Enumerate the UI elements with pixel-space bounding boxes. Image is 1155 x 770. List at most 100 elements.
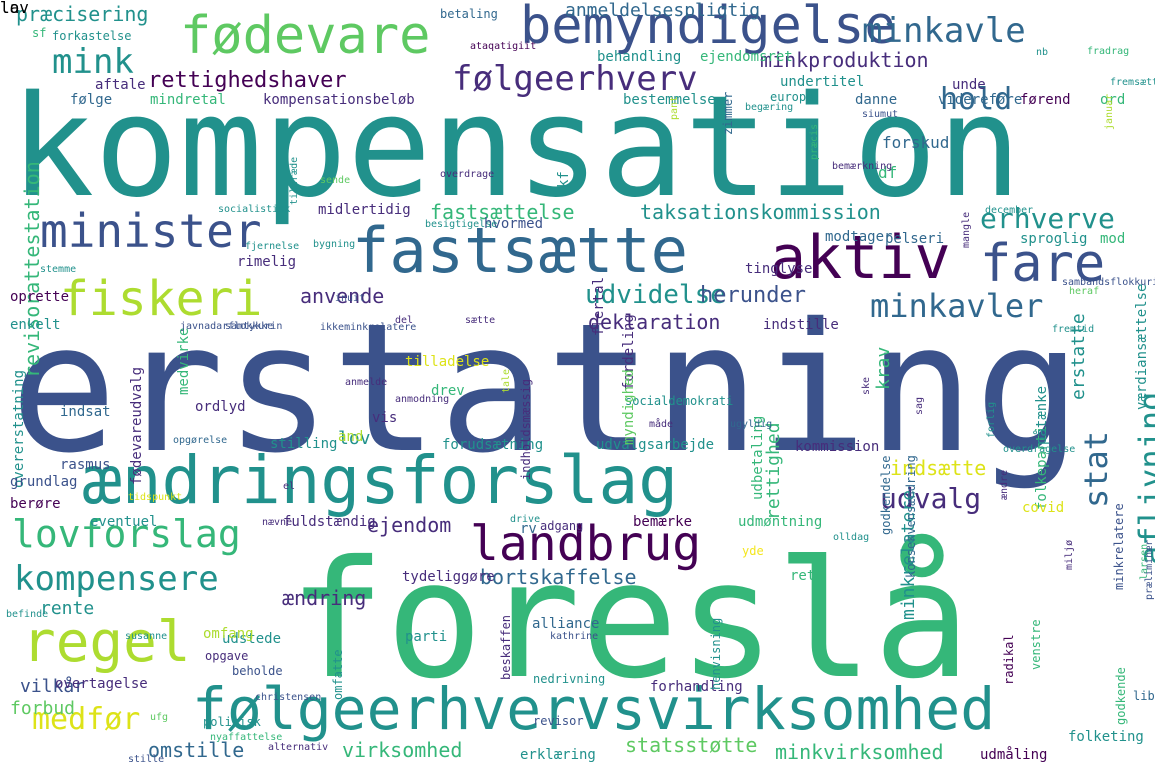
word: heraf	[1069, 286, 1100, 297]
word: følge	[70, 92, 113, 108]
word: rimelig	[237, 254, 297, 270]
word: pelseri	[885, 231, 945, 247]
word: sag	[914, 396, 925, 415]
word: flertal	[591, 276, 607, 336]
word: anmeldelsespligtig	[565, 0, 761, 21]
word: hold	[940, 82, 1013, 117]
word: ataqatigiit	[470, 41, 537, 52]
word: sende	[320, 175, 351, 186]
word: samtykke	[225, 321, 274, 332]
word: radikal	[1002, 634, 1016, 685]
word: unde	[952, 77, 986, 93]
word: fare	[980, 234, 1106, 294]
word: fradrag	[1087, 46, 1130, 57]
word: sf	[32, 26, 47, 40]
word: erstatning	[10, 285, 1082, 492]
word: tydeliggøre	[402, 569, 495, 585]
word: mink	[52, 42, 134, 82]
word: sproglig	[1020, 231, 1088, 247]
word: værdiansættelse	[1134, 283, 1150, 410]
word: udmåling	[980, 747, 1048, 763]
word: oprette	[10, 289, 70, 305]
word: kathrine	[550, 631, 599, 642]
word: omfang	[203, 626, 254, 642]
word: begæring	[745, 102, 794, 113]
word: sambandsflokkurin	[1062, 277, 1155, 288]
word: foreslå	[288, 527, 971, 715]
word: bestemmelse	[623, 92, 716, 108]
word: myndighed	[621, 369, 637, 445]
word: udvalg	[880, 482, 982, 515]
word: deklaration	[588, 310, 721, 334]
word: besigtigelse	[425, 219, 498, 230]
word: tale	[501, 368, 512, 393]
word: pant	[669, 95, 680, 120]
word: forskud	[882, 133, 950, 152]
word: krav	[873, 346, 894, 390]
word: nb	[1036, 47, 1049, 58]
word: minkvirksomhed	[775, 740, 944, 764]
word: fødevare	[180, 6, 431, 66]
word: rasmus	[60, 457, 111, 473]
word: stilling	[270, 436, 338, 452]
word: forudsætning	[442, 437, 544, 453]
word: lov	[338, 428, 371, 449]
word: tilladelse	[405, 354, 490, 370]
word: drive	[510, 514, 541, 525]
word: europa	[770, 90, 814, 104]
word: inuit	[335, 293, 366, 304]
word: minkproduktion	[760, 48, 929, 72]
word: anmelde	[345, 377, 388, 388]
word: olldag	[833, 532, 870, 543]
word: førend	[1020, 92, 1071, 108]
word: ske	[861, 376, 872, 395]
word: ugyldig	[730, 419, 773, 430]
word: fiskeri	[60, 271, 263, 327]
word: tidspunkt	[128, 492, 183, 503]
word: erklæring	[520, 747, 596, 763]
word: opgørelse	[173, 435, 228, 446]
word: nyaffattelse	[210, 732, 283, 743]
word: eventuel	[90, 514, 158, 530]
word: danne	[855, 92, 898, 108]
word: stat	[1077, 430, 1115, 508]
word: nedrivning	[533, 672, 606, 686]
word: mindretal	[150, 92, 226, 108]
word: beholde	[232, 664, 283, 678]
word: forhandling	[650, 679, 743, 695]
word: yde	[742, 544, 764, 558]
word: fødevareudvalg	[129, 366, 145, 485]
word: udvalgsarbejde	[596, 437, 715, 453]
word: befinde	[6, 609, 49, 620]
word: folketing	[1068, 729, 1144, 745]
word: taksationskommission	[640, 200, 881, 224]
word: henvisning	[709, 617, 723, 690]
word: betaling	[440, 7, 498, 21]
word: socialdemokrati	[625, 394, 734, 408]
word: præliminær	[1144, 539, 1155, 600]
word: nævne	[262, 517, 293, 528]
word: opgave	[205, 649, 249, 663]
word: enkelt	[10, 317, 61, 333]
word: rv	[520, 521, 537, 537]
word: ændringsforslag	[82, 442, 679, 519]
word: overtagelse	[55, 676, 148, 692]
word: siumut	[862, 109, 899, 120]
word: stemme	[40, 264, 77, 275]
word: fremtid	[1052, 324, 1095, 335]
word: sætte	[465, 315, 496, 326]
word: ikkeminkrelatere	[320, 322, 417, 333]
word: beskaffen	[499, 614, 513, 680]
word: grundlag	[10, 474, 78, 490]
word: mod	[1100, 231, 1126, 247]
word: forbud	[10, 698, 76, 719]
word: måde	[649, 419, 674, 430]
word: påtænke	[1034, 385, 1050, 445]
word: erhverve	[980, 202, 1115, 235]
word: bygning	[313, 239, 356, 250]
word: udvidelse	[585, 280, 726, 310]
word: forkastelse	[52, 29, 132, 43]
word: bemærke	[633, 514, 693, 530]
word: venstre	[1029, 619, 1043, 670]
